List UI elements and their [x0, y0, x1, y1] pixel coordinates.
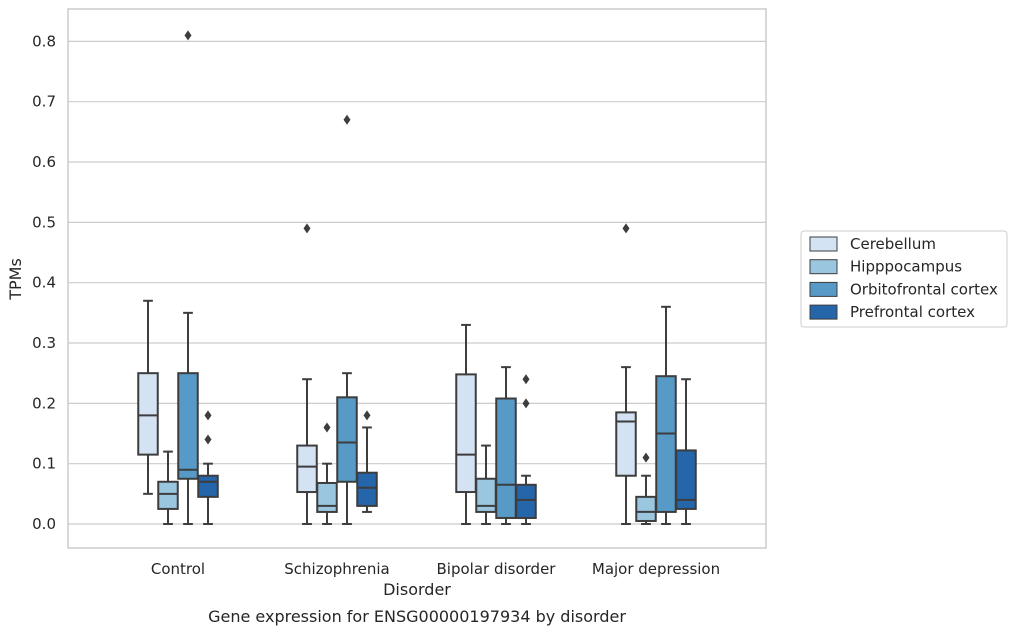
box-iqr — [177, 372, 199, 480]
x-tick-label: Control — [151, 560, 205, 578]
legend-frame — [800, 230, 1008, 328]
y-tick-label: 0.1 — [32, 455, 56, 473]
box-group — [296, 223, 318, 525]
chart-caption: Gene expression for ENSG00000197934 by d… — [208, 607, 626, 626]
box-iqr — [157, 480, 179, 510]
legend-label: Hipppocampus — [850, 258, 962, 276]
outlier-point — [303, 223, 311, 234]
box-plot-area — [137, 30, 697, 525]
box-group — [197, 410, 219, 525]
box-iqr — [635, 495, 657, 522]
x-tick-label: Major depression — [592, 560, 720, 578]
y-tick-labels: 0.0 0.1 0.2 0.3 0.4 0.5 0.6 0.7 0.8 — [32, 32, 56, 533]
outlier-point — [184, 30, 192, 41]
y-tick-label: 0.3 — [32, 334, 56, 352]
y-tick-label: 0.5 — [32, 213, 56, 231]
box-group — [515, 374, 537, 525]
box-group — [495, 366, 517, 525]
box-group — [675, 378, 697, 525]
outlier-point — [204, 410, 212, 421]
box-iqr — [475, 477, 497, 513]
box-iqr — [615, 411, 637, 477]
outlier-point — [522, 374, 530, 385]
legend-label: Prefrontal cortex — [850, 303, 975, 321]
box-iqr — [675, 449, 697, 510]
outlier-point — [642, 452, 650, 463]
outlier-point — [204, 434, 212, 445]
y-tick-label: 0.7 — [32, 93, 56, 111]
box-iqr — [137, 372, 159, 456]
legend-swatch — [809, 281, 838, 297]
box-group — [316, 422, 338, 525]
box-group — [615, 223, 637, 525]
legend-label: Orbitofrontal cortex — [850, 280, 998, 298]
box-iqr — [336, 396, 358, 483]
box-iqr — [296, 444, 318, 494]
box-group — [455, 323, 477, 525]
legend-label: Cerebellum — [850, 235, 936, 253]
y-tick-label: 0.6 — [32, 153, 56, 171]
outlier-point — [622, 223, 630, 234]
y-axis-title: TPMs — [6, 258, 25, 301]
box-iqr — [495, 397, 517, 519]
x-tick-labels: Control Schizophrenia Bipolar disorder Majo… — [151, 560, 720, 578]
legend-swatch — [809, 304, 838, 320]
legend: Cerebellum Hipppocampus Orbitofrontal cort… — [800, 230, 1008, 328]
legend-swatch — [809, 259, 838, 275]
y-tick-label: 0.4 — [32, 274, 56, 292]
box-group — [137, 299, 159, 495]
box-group — [356, 410, 378, 513]
outlier-point — [343, 114, 351, 125]
y-tick-label: 0.0 — [32, 515, 56, 533]
y-tick-label: 0.8 — [32, 32, 56, 50]
box-iqr — [316, 481, 338, 513]
legend-swatch — [809, 236, 838, 252]
x-tick-label: Bipolar disorder — [437, 560, 557, 578]
box-iqr — [356, 471, 378, 507]
box-group — [475, 444, 497, 525]
x-axis-title: Disorder — [383, 580, 451, 599]
box-group — [336, 114, 358, 525]
box-iqr — [515, 483, 537, 519]
x-tick-label: Schizophrenia — [284, 560, 389, 578]
plot-frame — [67, 8, 767, 549]
box-iqr — [197, 474, 219, 498]
outlier-point — [522, 398, 530, 409]
box-group — [635, 452, 657, 525]
outlier-point — [323, 422, 331, 433]
box-iqr — [455, 373, 477, 494]
box-group — [157, 450, 179, 525]
y-tick-label: 0.2 — [32, 394, 56, 412]
box-group — [655, 305, 677, 525]
outlier-point — [363, 410, 371, 421]
box-group — [177, 30, 199, 525]
box-iqr — [655, 375, 677, 513]
